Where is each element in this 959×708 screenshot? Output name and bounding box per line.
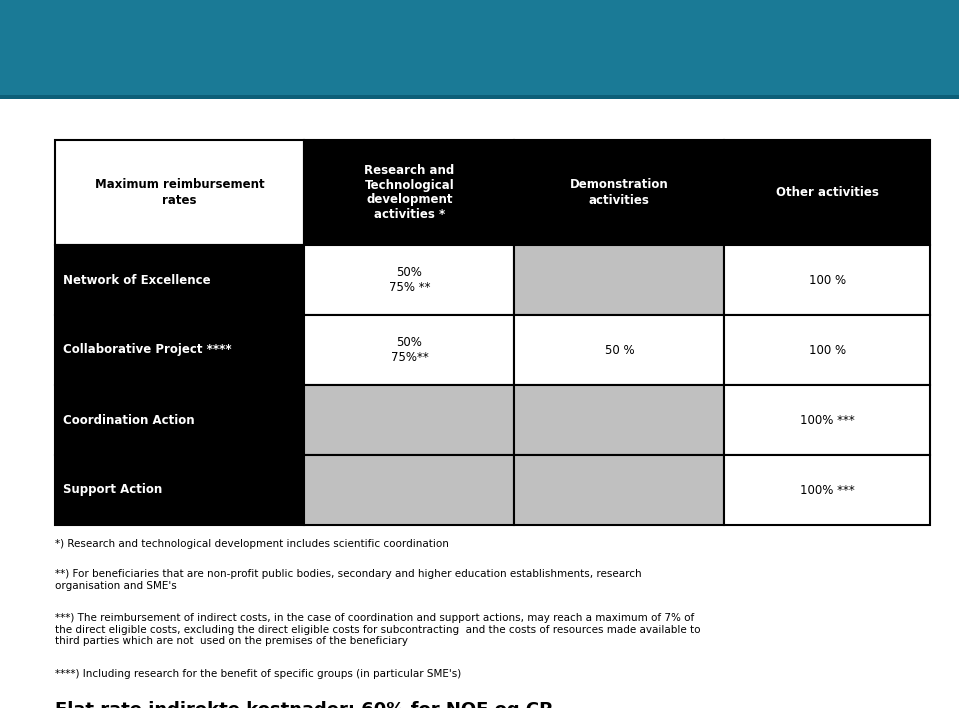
Bar — [55, 245, 304, 315]
Text: *) Research and technological development includes scientific coordination: *) Research and technological developmen… — [55, 539, 449, 549]
Text: Collaborative Project ****: Collaborative Project **** — [63, 343, 232, 357]
Text: Flat rate indirekte kostnader: 60% for NOE og CP: Flat rate indirekte kostnader: 60% for N… — [55, 701, 552, 708]
Bar — [514, 455, 724, 525]
Text: ****) Including research for the benefit of specific groups (in particular SME's: ****) Including research for the benefit… — [55, 669, 461, 679]
Text: **) For beneficiaries that are non-profit public bodies, secondary and higher ed: **) For beneficiaries that are non-profi… — [55, 569, 642, 590]
Text: 50 %: 50 % — [604, 343, 634, 357]
Text: 100% ***: 100% *** — [800, 413, 854, 426]
Bar — [724, 455, 930, 525]
Bar — [304, 245, 514, 315]
Text: Support Action: Support Action — [63, 484, 162, 496]
Bar — [0, 0, 959, 95]
Bar — [0, 95, 959, 99]
Bar — [55, 140, 304, 245]
Bar — [55, 385, 304, 455]
Text: Research and
Technological
development
activities *: Research and Technological development a… — [364, 164, 455, 222]
Text: 100% ***: 100% *** — [800, 484, 854, 496]
Bar — [514, 315, 724, 385]
Bar — [514, 245, 724, 315]
Text: Demonstration
activities: Demonstration activities — [570, 178, 668, 207]
Bar — [724, 315, 930, 385]
Bar — [304, 140, 514, 245]
Bar — [304, 315, 514, 385]
Text: Coordination Action: Coordination Action — [63, 413, 195, 426]
Text: 100 %: 100 % — [808, 273, 846, 287]
Bar — [304, 455, 514, 525]
Bar — [55, 455, 304, 525]
Bar — [724, 140, 930, 245]
Text: 50%
75%**: 50% 75%** — [390, 336, 429, 364]
Text: 50%
75% **: 50% 75% ** — [388, 266, 431, 294]
Text: Network of Excellence: Network of Excellence — [63, 273, 211, 287]
Bar — [514, 140, 724, 245]
Bar — [304, 385, 514, 455]
Bar — [55, 315, 304, 385]
Bar — [724, 245, 930, 315]
Text: Other activities: Other activities — [776, 186, 878, 199]
Text: ***) The reimbursement of indirect costs, in the case of coordination and suppor: ***) The reimbursement of indirect costs… — [55, 613, 700, 646]
Text: Maximum reimbursement
rates: Maximum reimbursement rates — [95, 178, 265, 207]
Text: 100 %: 100 % — [808, 343, 846, 357]
Bar — [514, 385, 724, 455]
Bar — [724, 385, 930, 455]
